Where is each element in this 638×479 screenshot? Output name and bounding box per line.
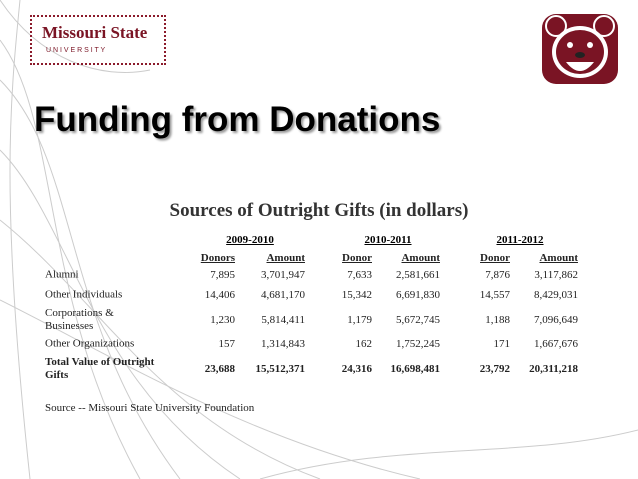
logo-subtitle: U N I V E R S I T Y [46,47,106,54]
table-cell: 6,691,830 [396,289,440,301]
table-cell: 1,179 [347,314,372,326]
table-cell: 15,342 [341,289,372,301]
row-label: Alumni [45,268,79,281]
column-header: Donor [342,252,372,264]
table-cell: 2,581,661 [396,269,440,281]
row-label: Other Organizations [45,337,135,350]
table-cell: 171 [493,338,511,350]
bear-logo [542,14,618,84]
period-header: 2010-2011 [364,234,412,246]
source-note: Source -- Missouri State University Foun… [45,402,255,414]
period-header: 2011-2012 [496,234,544,246]
table-cell: 16,698,481 [390,363,441,375]
table-cell: 1,230 [210,314,235,326]
column-header: Amount [401,252,440,264]
table-cell: 1,314,843 [261,338,305,350]
slide-title: Funding from Donations [34,100,441,139]
table-cell: 157 [218,338,236,350]
table-cell: 5,814,411 [261,314,305,326]
table-cell: 8,429,031 [534,289,578,301]
logo: Missouri State U N I V E R S I T Y [30,15,166,65]
table-cell: 15,512,371 [255,363,306,375]
table-cell: 23,688 [204,363,235,375]
row-label: Total Value of Outright Gifts [45,356,155,381]
table-cell: 23,792 [479,363,510,375]
logo-name: Missouri State [42,23,148,42]
column-header: Donor [480,252,510,264]
table-cell: 1,188 [485,314,510,326]
table-cell: 3,117,862 [534,269,578,281]
table-cell: 7,633 [347,269,372,281]
table-cell: 7,876 [485,269,510,281]
table-cell: 162 [355,338,373,350]
table-cell: 14,406 [204,289,235,301]
table-cell: 20,311,218 [529,363,578,375]
column-header: Donors [200,252,235,264]
row-label: Other Individuals [45,288,123,301]
table-cell: 3,701,947 [261,269,305,281]
column-header: Amount [266,252,305,264]
period-header: 2009-2010 [226,234,274,246]
table-cell: 4,681,170 [261,289,305,301]
table-title: Sources of Outright Gifts (in dollars) [169,200,469,221]
table-cell: 1,667,676 [534,338,578,350]
table-cell: 1,752,245 [396,338,440,350]
row-label: Corporations & Businesses [45,307,114,332]
table-cell: 5,672,745 [396,314,440,326]
table-cell: 7,096,649 [534,314,578,326]
table-cell: 24,316 [341,363,372,375]
column-header: Amount [539,252,578,264]
table-cell: 14,557 [479,289,510,301]
table-cell: 7,895 [210,269,235,281]
